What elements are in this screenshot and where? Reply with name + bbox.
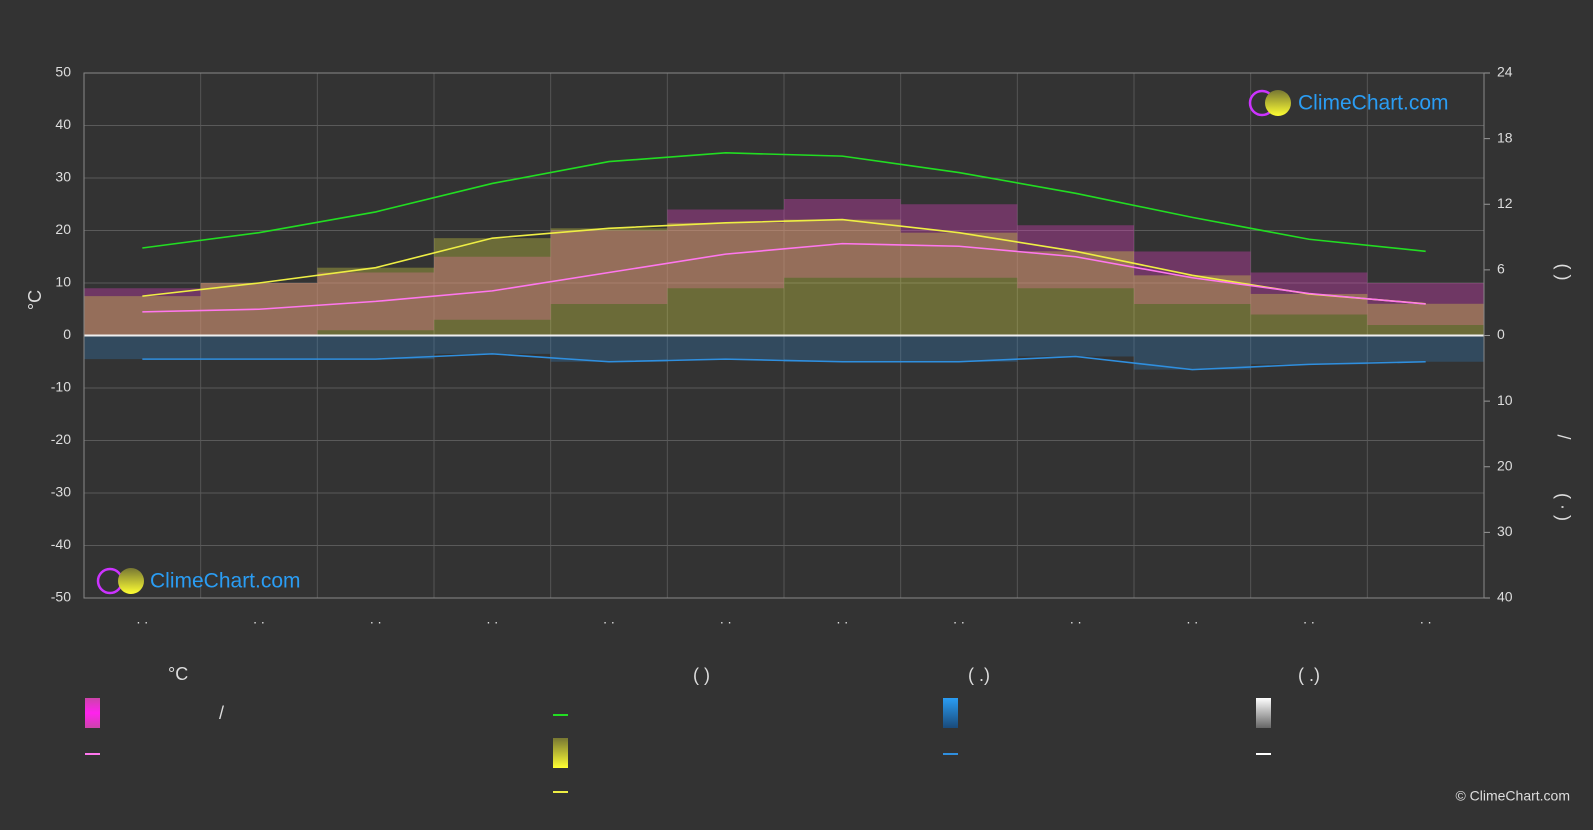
- sunshine-area: [550, 228, 668, 336]
- sunshine-area: [1017, 251, 1134, 336]
- sunshine-area: [900, 232, 1018, 336]
- logo: ClimeChart.com: [96, 567, 301, 595]
- x-tick-label: . .: [253, 611, 265, 627]
- plot-frame: [83, 72, 1485, 599]
- y-tick-label: -30: [51, 484, 71, 500]
- y2-tick-label: 6: [1497, 261, 1505, 277]
- y-axis-label: °C: [25, 290, 45, 310]
- temperature-range: [550, 230, 668, 304]
- x-tick-label: . .: [486, 611, 498, 627]
- precipitation-area: [317, 335, 434, 360]
- series-line: [142, 218, 1426, 305]
- y-tick-label: 40: [55, 116, 71, 132]
- legend-header: ( ): [693, 665, 710, 685]
- precipitation-area: [84, 335, 201, 360]
- precipitation-area: [1367, 335, 1484, 362]
- temperature-range: [1367, 283, 1484, 325]
- y-tick-label: 50: [55, 64, 71, 80]
- y3-axis-label: ( · ): [1553, 493, 1573, 521]
- x-tick-label: . .: [1303, 611, 1315, 627]
- x-tick-label: . .: [1186, 611, 1198, 627]
- legend-separator: /: [219, 703, 224, 723]
- sunshine-area: [1250, 293, 1368, 336]
- precipitation-area: [1250, 335, 1368, 365]
- x-tick-label: . .: [136, 611, 148, 627]
- sunshine-area: [434, 238, 551, 336]
- y2-tick-label: 18: [1497, 129, 1513, 145]
- y2-tick-label: 24: [1497, 64, 1513, 80]
- x-tick-label: . .: [1070, 611, 1082, 627]
- legend: °C ( ) ( .) ( .) /: [85, 664, 1320, 793]
- plot: -50 -40 -30 -20 -10 0 10 20 30 40 50 0 6 12 18 24 10 20 30…: [51, 64, 1513, 627]
- temperature-range: [434, 256, 551, 320]
- logo: ClimeChart.com: [1248, 89, 1449, 117]
- y3-tick-label: 10: [1497, 392, 1513, 408]
- sunshine-area: [1367, 303, 1484, 336]
- y-tick-label: 10: [55, 274, 71, 290]
- sunshine-area: [84, 296, 201, 336]
- y-tick-label: -50: [51, 589, 71, 605]
- legend-swatch: [943, 698, 958, 728]
- sunshine-area: [784, 219, 901, 336]
- y-tick-label: 20: [55, 221, 71, 237]
- y-tick-label: -40: [51, 536, 71, 552]
- series-line: [142, 353, 1426, 371]
- precipitation-area: [784, 335, 901, 362]
- logo-icon: [118, 568, 144, 594]
- logo-text: ClimeChart.com: [1298, 92, 1449, 115]
- y3-axis-label: /: [1553, 434, 1573, 439]
- precipitation-area: [1017, 335, 1134, 357]
- temperature-range: [784, 199, 901, 278]
- x-tick-label: . .: [836, 611, 848, 627]
- y3-tick-label: 30: [1497, 523, 1513, 539]
- legend-header: °C: [168, 664, 188, 684]
- legend-swatch: [1256, 698, 1271, 728]
- y2-tick-label: 0: [1497, 326, 1505, 342]
- x-tick-label: . .: [720, 611, 732, 627]
- legend-header: ( .): [968, 665, 990, 685]
- temperature-range: [900, 204, 1018, 278]
- y-tick-label: -20: [51, 431, 71, 447]
- y-tick-label: 30: [55, 169, 71, 185]
- y3-tick-label: 20: [1497, 457, 1513, 473]
- precipitation-area: [200, 335, 318, 360]
- x-tick-label: . .: [1420, 611, 1432, 627]
- series-line: [142, 152, 1426, 253]
- sunshine-area: [1134, 275, 1251, 336]
- y3-tick-label: 40: [1497, 589, 1513, 605]
- y-tick-label: -10: [51, 379, 71, 395]
- series-line: [142, 242, 1426, 313]
- y-tick-label: 0: [63, 326, 71, 342]
- logo-icon: [1265, 90, 1291, 116]
- copyright: © ClimeChart.com: [1455, 788, 1570, 804]
- logo-text: ClimeChart.com: [150, 570, 301, 593]
- x-tick-label: . .: [370, 611, 382, 627]
- precipitation-area: [900, 335, 1018, 362]
- precipitation-area: [434, 335, 551, 354]
- legend-swatch: [553, 738, 568, 768]
- precipitation-area: [550, 335, 668, 362]
- precipitation-area: [1134, 335, 1251, 370]
- y2-tick-label: 12: [1497, 195, 1513, 211]
- legend-header: ( .): [1298, 665, 1320, 685]
- y2-axis-label: ( ): [1553, 264, 1573, 281]
- legend-swatch: [85, 698, 100, 728]
- x-tick-label: . .: [953, 611, 965, 627]
- x-tick-label: . .: [603, 611, 615, 627]
- precipitation-area: [667, 335, 784, 360]
- sunshine-area: [667, 222, 784, 336]
